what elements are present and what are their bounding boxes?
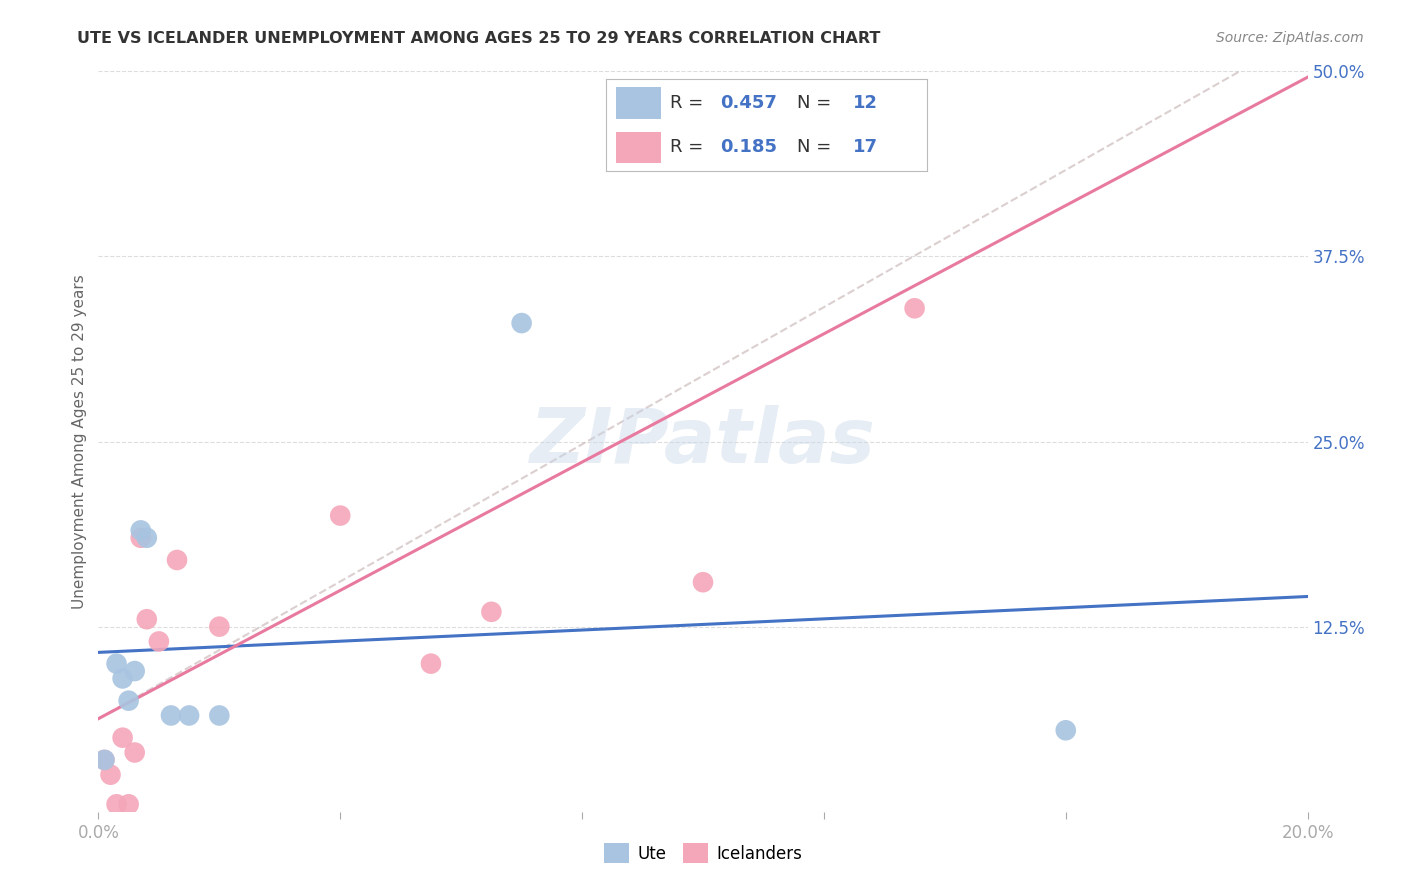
Point: [118, 694, 141, 708]
Text: UTE VS ICELANDER UNEMPLOYMENT AMONG AGES 25 TO 29 YEARS CORRELATION CHART: UTE VS ICELANDER UNEMPLOYMENT AMONG AGES…: [77, 31, 880, 46]
Point: [208, 708, 231, 723]
Point: [1054, 723, 1077, 738]
Point: [93, 753, 115, 767]
Point: [100, 767, 122, 781]
Text: Source: ZipAtlas.com: Source: ZipAtlas.com: [1216, 31, 1364, 45]
Point: [510, 316, 533, 330]
Point: [135, 612, 157, 626]
Point: [105, 657, 128, 671]
Point: [420, 657, 443, 671]
Point: [160, 708, 183, 723]
Point: [208, 619, 231, 633]
Point: [129, 524, 152, 538]
Point: [904, 301, 927, 316]
Point: [124, 664, 146, 678]
Point: [481, 605, 503, 619]
Point: [179, 708, 201, 723]
Legend: Ute, Icelanders: Ute, Icelanders: [598, 837, 808, 870]
Y-axis label: Unemployment Among Ages 25 to 29 years: Unemployment Among Ages 25 to 29 years: [72, 274, 87, 609]
Point: [631, 102, 654, 116]
Point: [692, 575, 714, 590]
Point: [105, 797, 128, 812]
Point: [166, 553, 188, 567]
Point: [118, 797, 141, 812]
Point: [111, 672, 134, 686]
Point: [329, 508, 352, 523]
Point: [129, 531, 152, 545]
Point: [111, 731, 134, 745]
Point: [148, 634, 170, 648]
Point: [135, 531, 157, 545]
Text: ZIPatlas: ZIPatlas: [530, 405, 876, 478]
Point: [93, 753, 115, 767]
Point: [124, 746, 146, 760]
